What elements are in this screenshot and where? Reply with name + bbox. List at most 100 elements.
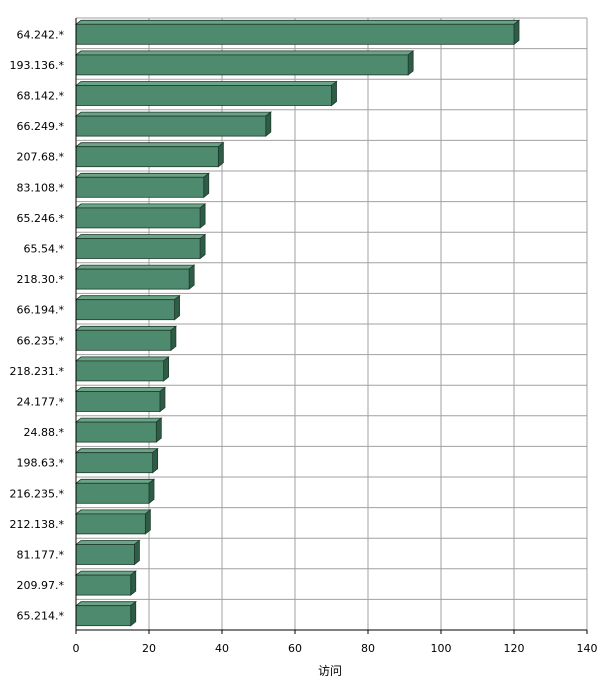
bar-front-face [75,238,201,259]
bar-top-face [74,111,272,117]
x-tick-label: 80 [361,642,375,655]
bar-side-face [148,478,155,505]
bar-top-face [74,295,181,301]
bar-top-face [74,172,210,178]
bar-top-face [74,540,141,545]
bar [74,417,163,443]
category-label: 68.142.* [17,90,65,103]
category-label: 64.242.* [17,28,65,41]
bar [74,600,137,627]
bar [74,356,170,382]
bar-front-face [75,391,161,412]
category-label: 83.108.* [17,181,65,194]
bar-top-face [74,509,152,515]
bar [74,80,338,107]
bar-side-face [203,172,210,199]
bar-front-face [75,299,175,321]
bar [74,539,141,566]
category-label: 65.214.* [17,610,65,623]
bar-front-face [75,482,150,504]
category-label: 66.194.* [17,304,65,317]
bar-top-face [74,50,415,56]
bar-side-face [130,570,137,596]
x-tick-label: 140 [577,642,598,655]
bar [74,203,207,229]
bar [74,294,181,321]
bars [74,19,521,627]
bar-side-face [217,141,224,168]
bar-side-face [265,111,272,137]
bar-front-face [75,452,154,474]
bar [74,570,137,596]
category-label: 66.249.* [17,120,65,133]
bar [74,264,196,290]
category-label: 218.231.* [10,365,65,378]
bar-side-face [199,203,206,229]
bar [74,50,415,76]
category-label: 81.177.* [17,549,65,562]
x-tick-labels: 0 20 40 60 80 100 120 140 [73,642,598,655]
bar-front-face [75,513,146,535]
x-tick-label: 120 [504,642,525,655]
bar [74,233,207,260]
bar-top-face [74,325,178,331]
bar-front-face [75,268,190,290]
bar-top-face [74,601,137,607]
x-axis-title: 访问 [318,664,342,678]
x-tick-label: 40 [215,642,229,655]
category-label: 216.235.* [10,487,65,500]
bar-side-face [130,600,137,627]
bar-top-face [74,478,156,484]
bar-front-face [75,23,515,45]
bar-side-face [188,264,195,290]
category-label: 193.136.* [10,59,65,72]
bar-side-face [159,386,166,413]
bar-top-face [74,234,207,239]
bar-top-face [74,448,159,454]
bar-front-face [75,85,332,106]
bar-side-face [152,447,159,474]
bar [74,172,210,199]
bar-top-face [74,264,196,270]
category-label: 212.138.* [10,518,65,531]
bar-top-face [74,417,163,423]
bar-side-face [163,356,170,382]
bar [74,447,159,474]
category-label: 198.63.* [17,457,65,470]
bar-front-face [75,115,267,137]
bar-top-face [74,203,207,209]
category-label: 65.54.* [24,243,65,256]
bar-front-face [75,421,157,443]
bar-top-face [74,142,225,148]
category-label: 65.246.* [17,212,65,225]
x-tick-label: 0 [73,642,80,655]
bar-side-face [331,80,337,107]
bar-front-face [75,176,205,198]
category-labels: 64.242.* 193.136.* 68.142.* 66.249.* 207.68.… [10,28,65,622]
bar [74,478,156,505]
category-label: 207.68.* [17,151,65,164]
bar-side-face [199,233,206,260]
category-label: 66.235.* [17,334,65,347]
bar [74,111,272,137]
gridlines [75,17,588,631]
bar-top-face [74,81,338,86]
bar-side-face [155,417,162,443]
bar [74,141,225,168]
bar-side-face [144,509,151,535]
bar [74,19,521,46]
bar-side-face [170,325,177,352]
bar-side-face [133,539,140,566]
bar-top-face [74,356,170,362]
bar [74,509,152,535]
bar-front-face [75,574,132,596]
category-label: 218.30.* [17,273,65,286]
bar-side-face [174,294,180,321]
x-tick-label: 20 [142,642,156,655]
bar [74,386,167,413]
bar-front-face [75,146,219,168]
bar-top-face [74,19,521,25]
bar-top-face [74,387,167,392]
axes [75,18,588,634]
